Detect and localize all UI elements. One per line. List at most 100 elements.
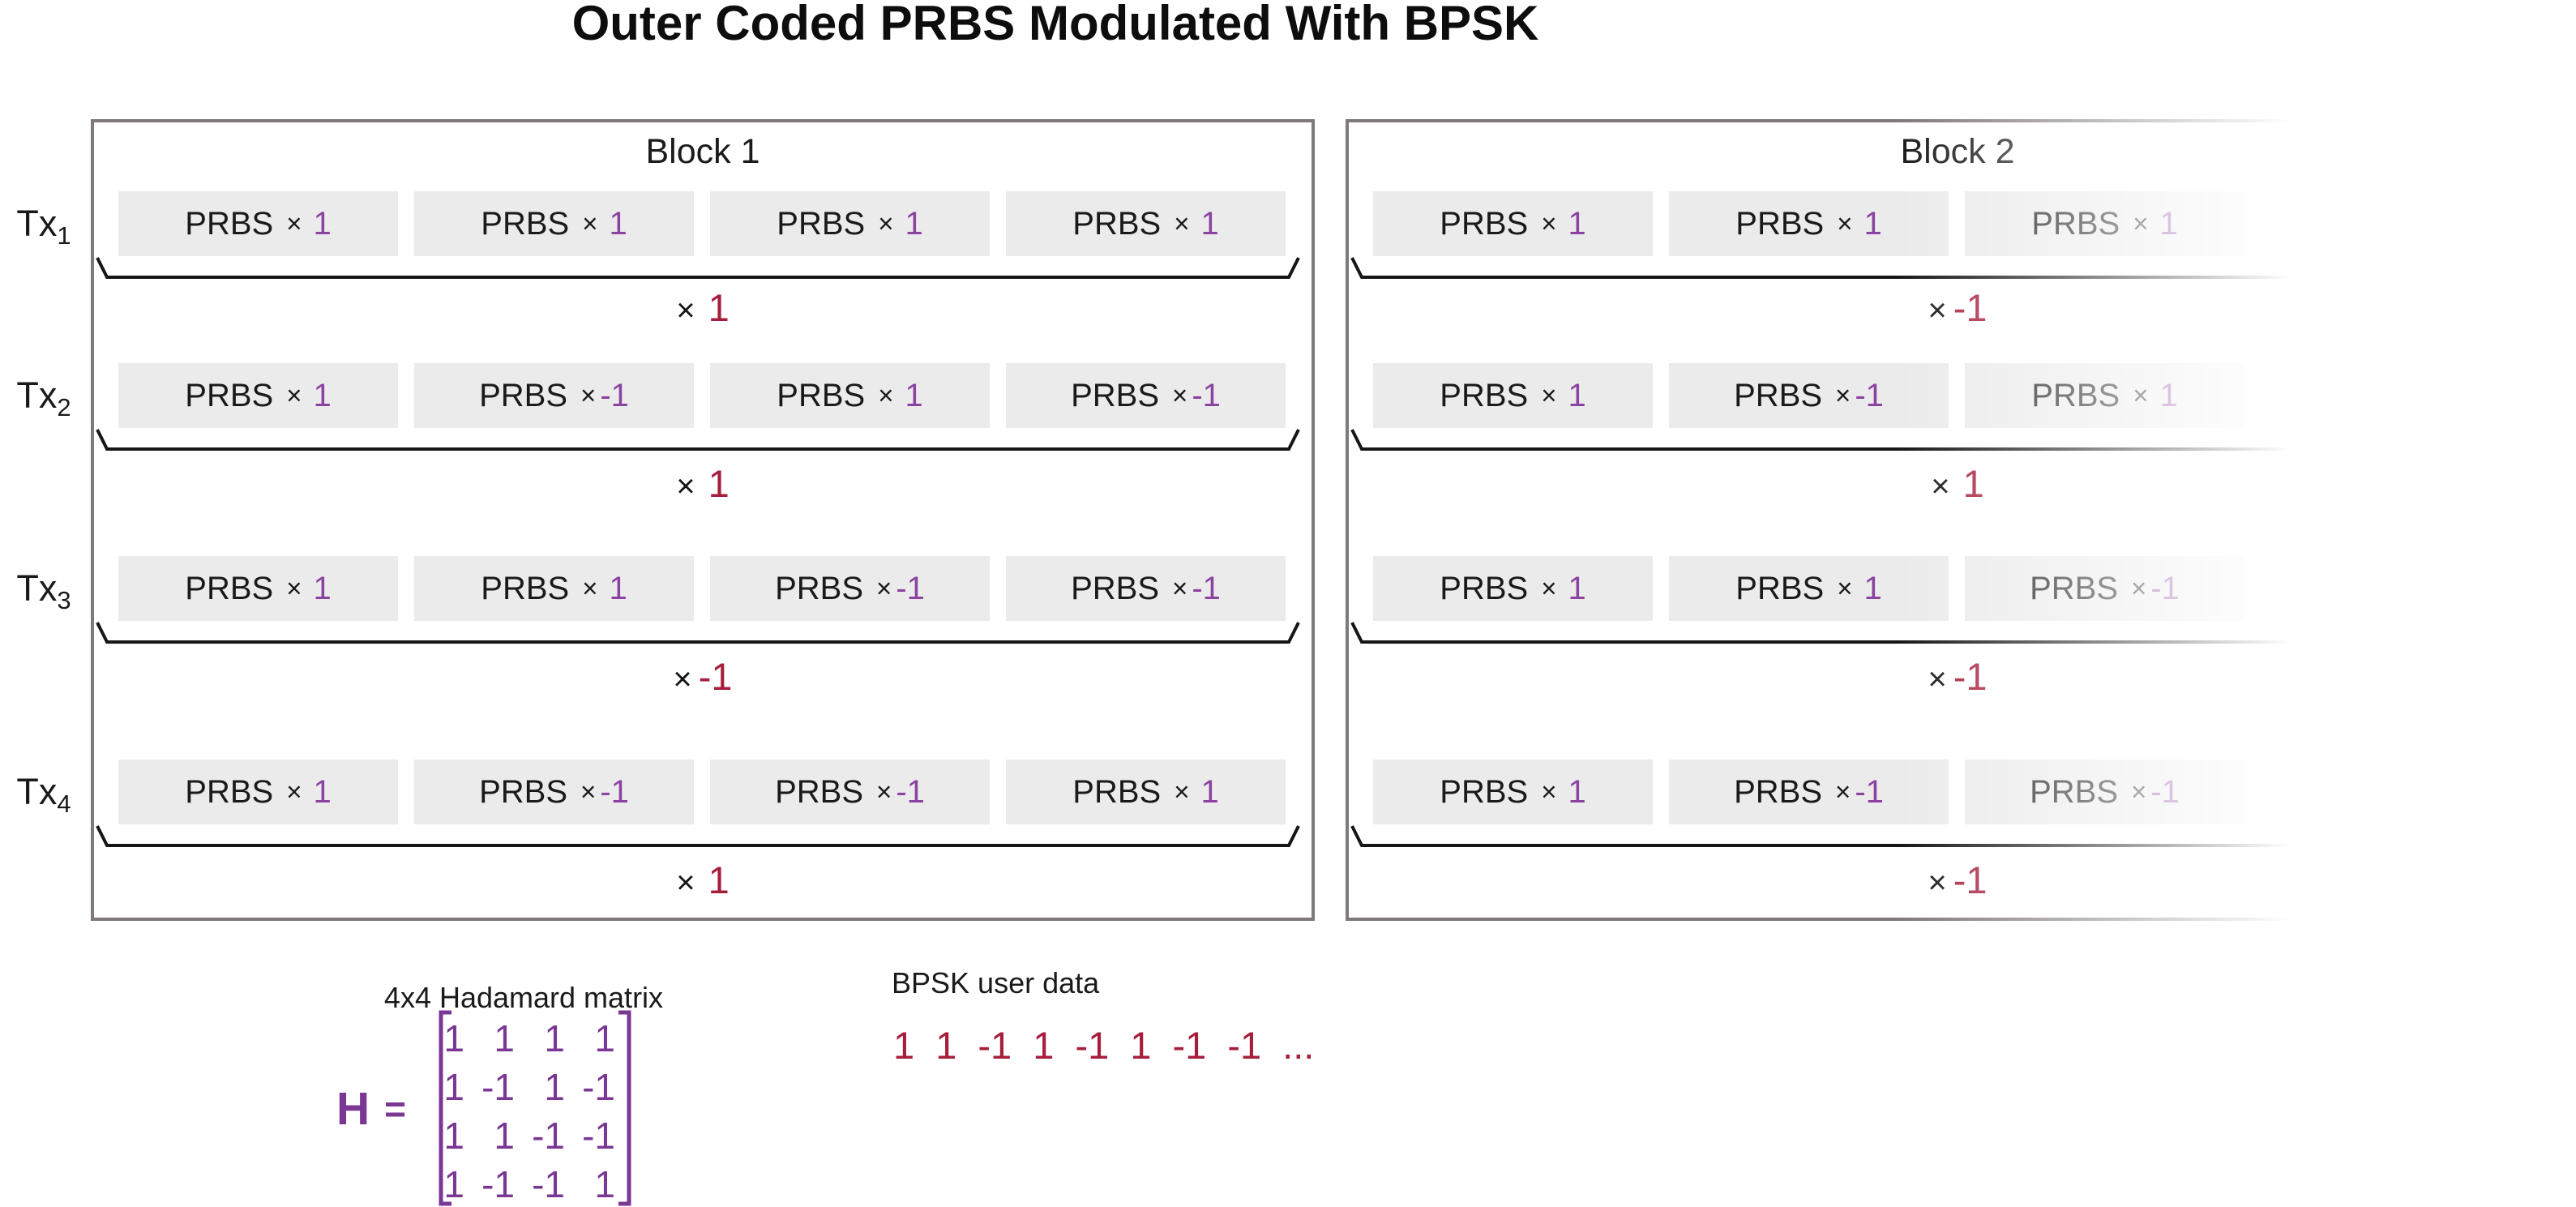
inner-multiplier: 1	[1200, 773, 1219, 810]
inner-multiplier: -1	[1192, 570, 1221, 606]
multiply-symbol: ×	[286, 573, 302, 603]
prbs-label: PRBS	[1440, 205, 1529, 242]
inner-multiplier: -1	[1855, 377, 1884, 413]
matrix-cell: 1	[443, 1066, 464, 1108]
prbs-box: PRBS × 1	[1006, 760, 1286, 824]
inner-multiplier: 1	[1568, 773, 1586, 810]
prbs-box: PRBS × 1	[118, 760, 398, 824]
multiply-symbol: ×	[2133, 380, 2149, 410]
inner-multiplier: 1	[1864, 570, 1882, 606]
matrix-cell: 1	[443, 1115, 464, 1157]
matrix-cell: 1	[443, 1163, 464, 1205]
tx3-base: Tx	[16, 567, 58, 609]
prbs-label: PRBS	[1072, 205, 1162, 242]
multiply-symbol: ×	[1837, 208, 1853, 238]
prbs-label: PRBS	[2030, 570, 2119, 606]
tx2-sub: 2	[57, 393, 71, 422]
tx2-base: Tx	[16, 375, 58, 416]
multiply-symbol: ×	[2131, 573, 2147, 603]
block1-row1: PRBS × 1 PRBS × 1 PRBS × 1 PRBS × 1	[118, 191, 1286, 256]
bpsk-user-data-label: BPSK user data	[892, 966, 1100, 999]
prbs-box: PRBS × 1	[1965, 363, 2244, 428]
prbs-box: PRBS × -1	[1965, 760, 2244, 824]
multiply-symbol: ×	[878, 380, 894, 410]
prbs-box: PRBS × 1	[118, 556, 398, 621]
inner-multiplier: 1	[313, 773, 332, 810]
prbs-box: PRBS × 1	[1373, 363, 1653, 428]
multiply-symbol: ×	[1541, 380, 1557, 410]
inner-multiplier: 1	[905, 205, 923, 242]
multiply-symbol: ×	[580, 380, 597, 410]
prbs-label: PRBS	[185, 570, 274, 606]
prbs-box: PRBS × 1	[1965, 191, 2244, 256]
block1-row3-outer-multiplier: × -1	[94, 654, 1312, 700]
multiply-symbol: ×	[876, 777, 892, 807]
multiply-symbol: ×	[1541, 573, 1557, 603]
block1-row2: PRBS × 1 PRBS × -1 PRBS × 1 PRBS × -1	[118, 363, 1286, 428]
inner-multiplier: 1	[2159, 377, 2178, 413]
multiply-symbol: ×	[1174, 208, 1190, 238]
inner-multiplier: 1	[313, 570, 332, 606]
prbs-box: PRBS × 1	[1373, 556, 1653, 621]
right-bracket	[618, 1010, 631, 1206]
block2-title: Block 2	[1900, 132, 2015, 171]
multiply-symbol: ×	[878, 208, 894, 238]
prbs-label: PRBS	[777, 205, 866, 242]
block2-container: Block 2 PRBS × 1 PRBS × 1 PRBS × 1 × -1 PRBS × 1 …	[1346, 119, 2570, 921]
block2-row4: PRBS × 1 PRBS × -1 PRBS × -1	[1373, 760, 2244, 824]
prbs-label: PRBS	[1071, 570, 1160, 606]
underbrace-row1	[96, 257, 1300, 279]
inner-multiplier: -1	[600, 377, 629, 413]
prbs-box: PRBS × 1	[1373, 760, 1653, 824]
block2-row4-outer-multiplier: × -1	[1349, 858, 2566, 903]
matrix-brackets	[439, 1010, 631, 1206]
left-bracket	[439, 1010, 451, 1206]
multiply-symbol: ×	[1928, 293, 1947, 328]
inner-multiplier: 1	[1200, 205, 1219, 242]
outer-multiplier-value: -1	[1953, 286, 1988, 329]
prbs-box: PRBS × 1	[1669, 191, 1949, 256]
tx4-label: Tx4	[5, 770, 83, 816]
prbs-label: PRBS	[1440, 377, 1529, 413]
outer-multiplier-value: -1	[1953, 655, 1988, 698]
multiply-symbol: ×	[1172, 380, 1188, 410]
inner-multiplier: -1	[2150, 773, 2180, 810]
multiply-symbol: ×	[876, 573, 892, 603]
multiply-symbol: ×	[1837, 573, 1853, 603]
block2-row1-outer-multiplier: × -1	[1349, 285, 2566, 331]
block1-row4-outer-multiplier: × 1	[94, 858, 1312, 903]
inner-multiplier: 1	[1568, 570, 1586, 606]
prbs-box: PRBS × -1	[710, 760, 990, 824]
matrix-cell: 1	[594, 1017, 615, 1059]
inner-multiplier: 1	[609, 205, 627, 242]
prbs-label: PRBS	[1735, 205, 1825, 242]
inner-multiplier: 1	[905, 377, 923, 413]
prbs-label: PRBS	[2030, 773, 2119, 810]
block2-row2: PRBS × 1 PRBS × -1 PRBS × 1	[1373, 363, 2244, 428]
inner-multiplier: 1	[1864, 205, 1882, 242]
multiply-symbol: ×	[1835, 777, 1851, 807]
outer-multiplier-value: -1	[698, 655, 733, 698]
matrix-cell: 1	[594, 1163, 615, 1205]
inner-multiplier: -1	[896, 773, 925, 810]
underbrace-row3	[96, 622, 1300, 644]
underbrace-row4	[96, 825, 1300, 847]
multiply-symbol: ×	[676, 865, 695, 901]
tx4-base: Tx	[16, 771, 58, 812]
multiply-symbol: ×	[286, 208, 302, 238]
prbs-label: PRBS	[185, 377, 274, 413]
prbs-label: PRBS	[481, 570, 570, 606]
inner-multiplier: 1	[1568, 377, 1586, 413]
multiply-symbol: ×	[1541, 777, 1557, 807]
tx3-sub: 3	[57, 586, 71, 614]
inner-multiplier: -1	[2150, 570, 2180, 606]
multiply-symbol: ×	[676, 469, 695, 504]
prbs-box: PRBS × -1	[1669, 363, 1949, 428]
multiply-symbol: ×	[1928, 661, 1947, 697]
multiply-symbol: ×	[286, 380, 302, 410]
hadamard-matrix-label: 4x4 Hadamard matrix	[383, 981, 664, 1014]
multiply-symbol: ×	[2133, 208, 2149, 238]
prbs-box: PRBS × -1	[710, 556, 990, 621]
underbrace-row2	[96, 429, 1300, 451]
